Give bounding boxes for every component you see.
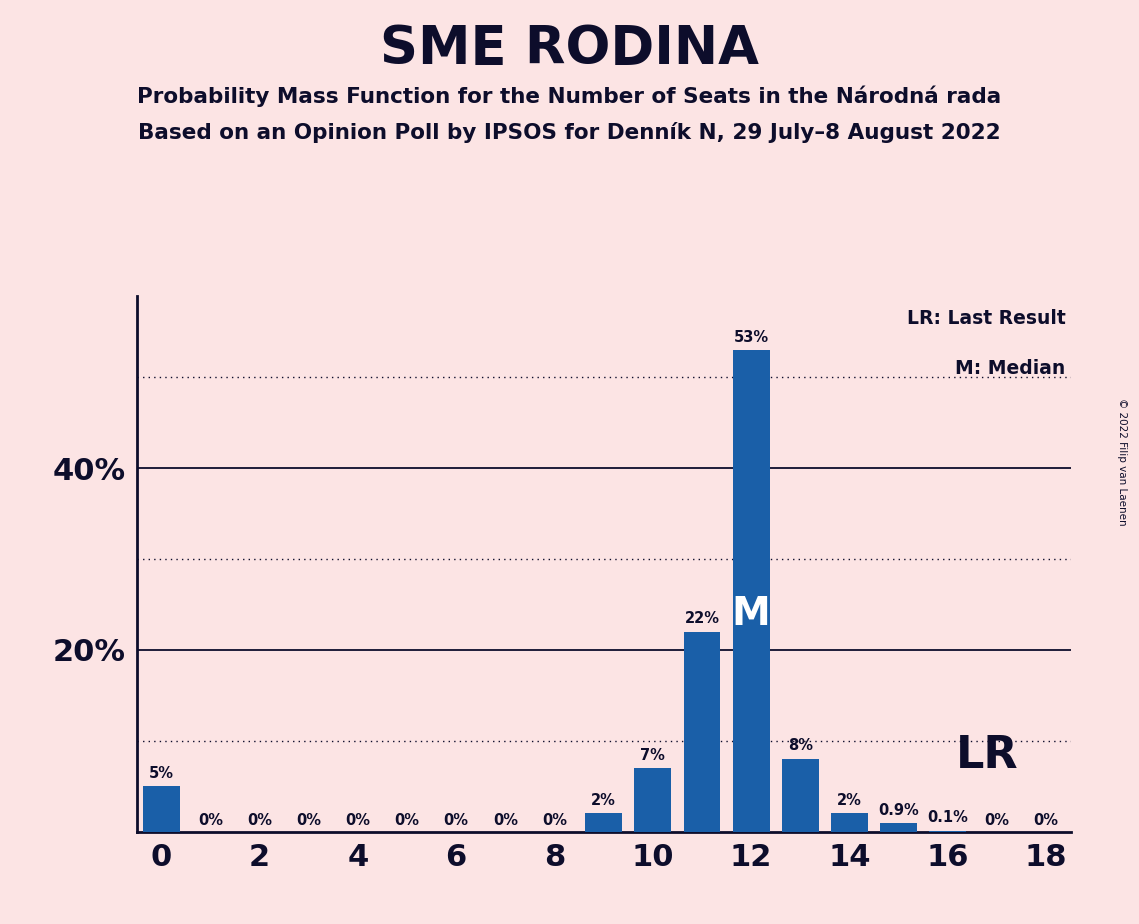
Text: © 2022 Filip van Laenen: © 2022 Filip van Laenen	[1117, 398, 1126, 526]
Text: 0.9%: 0.9%	[878, 803, 919, 818]
Text: 53%: 53%	[734, 330, 769, 345]
Text: 0%: 0%	[1033, 813, 1058, 828]
Bar	[634, 768, 671, 832]
Bar	[831, 813, 868, 832]
Text: 0%: 0%	[542, 813, 567, 828]
Text: M: M	[731, 595, 770, 633]
Bar	[683, 632, 720, 832]
Text: 0%: 0%	[394, 813, 419, 828]
Text: LR: LR	[956, 734, 1018, 777]
Text: 8%: 8%	[788, 738, 813, 753]
Text: 7%: 7%	[640, 748, 665, 762]
Text: 0%: 0%	[984, 813, 1009, 828]
Text: M: Median: M: Median	[956, 359, 1066, 378]
Text: 2%: 2%	[837, 793, 862, 808]
Text: 0%: 0%	[493, 813, 518, 828]
Text: 0%: 0%	[247, 813, 272, 828]
Bar	[880, 823, 917, 832]
Text: 2%: 2%	[591, 793, 616, 808]
Bar	[732, 350, 770, 832]
Text: 5%: 5%	[149, 766, 174, 781]
Text: 0%: 0%	[198, 813, 223, 828]
Text: 0.1%: 0.1%	[927, 810, 968, 825]
Bar	[142, 786, 180, 832]
Text: Probability Mass Function for the Number of Seats in the Národná rada: Probability Mass Function for the Number…	[138, 85, 1001, 106]
Text: SME RODINA: SME RODINA	[380, 23, 759, 75]
Text: Based on an Opinion Poll by IPSOS for Denník N, 29 July–8 August 2022: Based on an Opinion Poll by IPSOS for De…	[138, 122, 1001, 143]
Text: 0%: 0%	[444, 813, 469, 828]
Text: 0%: 0%	[345, 813, 370, 828]
Bar	[781, 759, 819, 832]
Bar	[585, 813, 622, 832]
Text: 0%: 0%	[296, 813, 321, 828]
Text: LR: Last Result: LR: Last Result	[907, 310, 1066, 328]
Text: 22%: 22%	[685, 612, 720, 626]
